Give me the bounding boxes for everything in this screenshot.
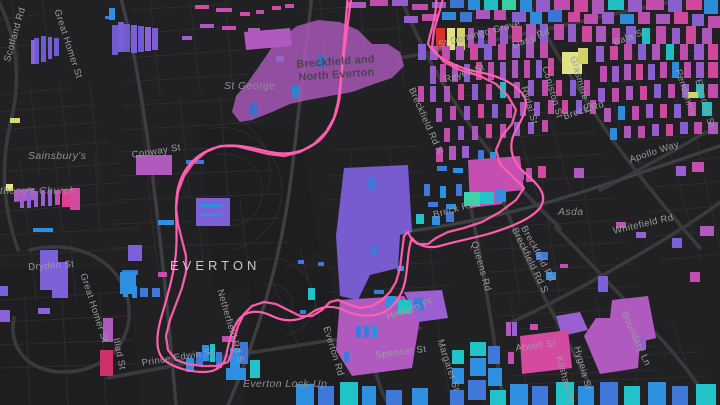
map-buildings-ncentral (40, 4, 294, 288)
map-buildings-se (296, 296, 716, 405)
map-buildings-ne (346, 0, 720, 142)
map-buildings-hedson (298, 260, 448, 376)
map-buildings-sw-corner (0, 286, 10, 322)
map-buildings-sw (100, 272, 260, 380)
map-buildings-right-lower (536, 222, 714, 292)
map-ward-polygon (232, 20, 404, 122)
map-area-highlight-estate (336, 165, 412, 300)
boundary-overlay-path-main (156, 0, 545, 374)
boundary-overlay-path (164, 0, 526, 368)
map-buildings-midright (416, 146, 704, 225)
